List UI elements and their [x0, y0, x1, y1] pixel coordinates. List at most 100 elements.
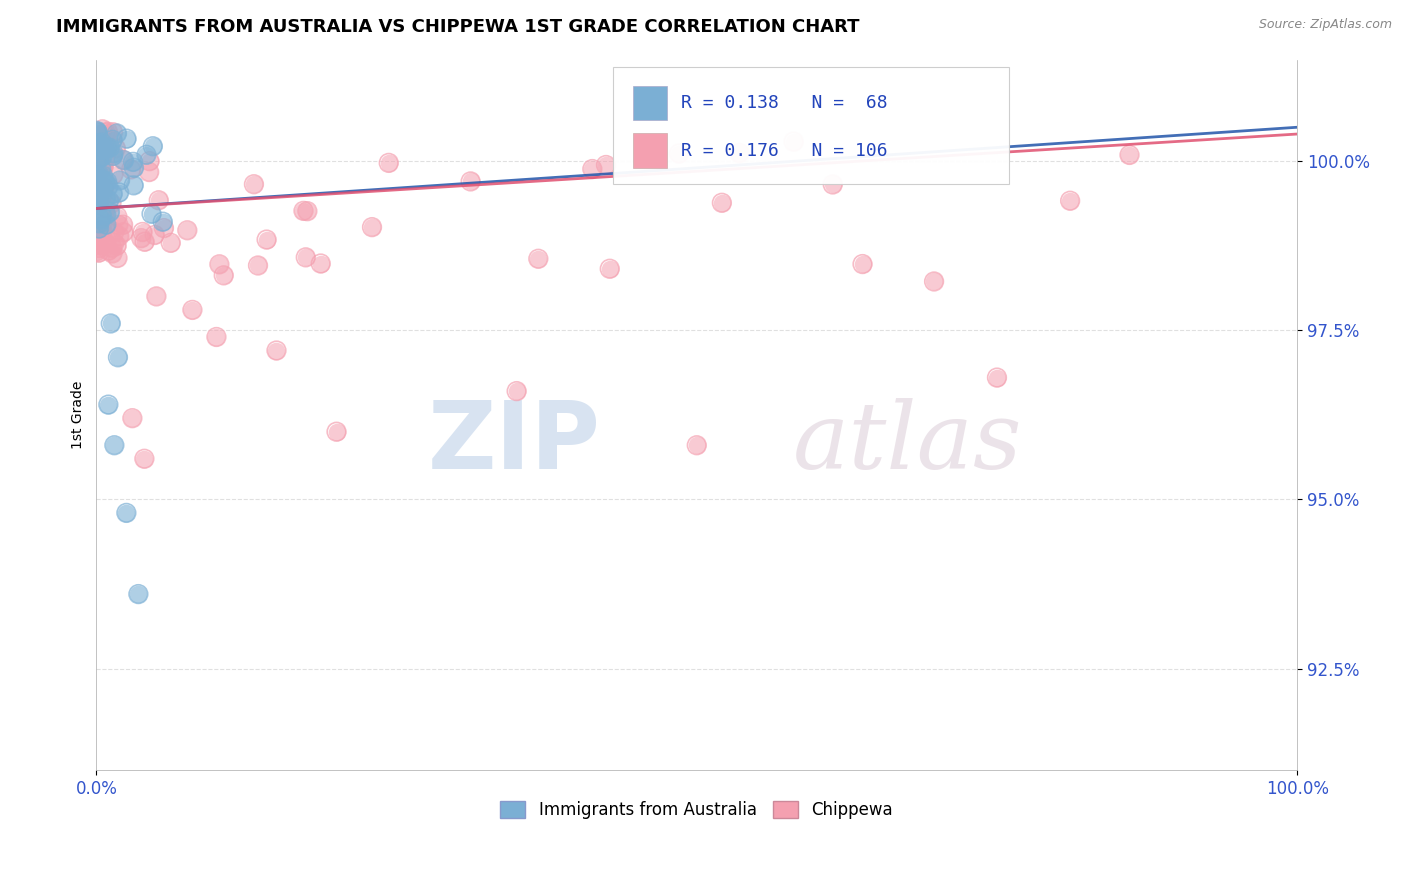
- Point: [86, 244, 108, 259]
- Point: [103, 236, 125, 251]
- Point: [97, 140, 120, 154]
- Point: [91, 209, 114, 223]
- Point: [94, 175, 117, 189]
- Point: [122, 154, 145, 169]
- Point: [143, 227, 166, 242]
- Point: [91, 189, 114, 203]
- Point: [181, 302, 204, 317]
- Point: [91, 209, 114, 223]
- Point: [93, 206, 115, 220]
- Point: [89, 225, 111, 239]
- Legend: Immigrants from Australia, Chippewa: Immigrants from Australia, Chippewa: [494, 794, 900, 826]
- Point: [86, 125, 108, 139]
- Point: [134, 451, 156, 466]
- Point: [710, 195, 733, 210]
- Point: [122, 178, 145, 193]
- Point: [112, 225, 135, 239]
- Point: [138, 154, 160, 169]
- Point: [256, 233, 278, 247]
- Point: [108, 229, 131, 244]
- Point: [100, 317, 122, 331]
- Point: [134, 451, 156, 466]
- Point: [91, 122, 114, 136]
- Point: [97, 125, 120, 139]
- Point: [87, 136, 110, 151]
- Point: [89, 151, 111, 165]
- Point: [152, 215, 174, 229]
- Point: [98, 141, 121, 155]
- Point: [120, 162, 142, 177]
- Point: [581, 162, 603, 177]
- Point: [111, 153, 134, 167]
- Point: [98, 205, 121, 219]
- Point: [728, 146, 751, 161]
- Text: R = 0.176   N = 106: R = 0.176 N = 106: [681, 142, 887, 160]
- Point: [131, 225, 153, 239]
- Text: ZIP: ZIP: [427, 397, 600, 489]
- Point: [1118, 148, 1140, 162]
- Point: [922, 275, 945, 289]
- Point: [122, 161, 145, 175]
- Point: [87, 189, 110, 203]
- Point: [97, 179, 120, 194]
- Point: [89, 224, 111, 238]
- Point: [101, 246, 124, 260]
- Point: [851, 257, 873, 271]
- Point: [595, 158, 617, 172]
- Point: [101, 246, 124, 260]
- Point: [101, 186, 124, 201]
- Point: [101, 125, 124, 139]
- Point: [101, 149, 124, 163]
- Point: [87, 245, 110, 260]
- Point: [103, 146, 125, 161]
- Point: [89, 238, 111, 252]
- Point: [91, 189, 114, 203]
- Point: [86, 132, 108, 146]
- Point: [153, 221, 176, 235]
- Point: [89, 241, 111, 255]
- Point: [141, 207, 163, 221]
- Point: [297, 204, 319, 219]
- Point: [103, 146, 125, 161]
- Bar: [633, 134, 666, 168]
- Point: [131, 225, 153, 239]
- Point: [505, 384, 527, 398]
- Point: [112, 225, 135, 239]
- Y-axis label: 1st Grade: 1st Grade: [72, 381, 86, 449]
- Point: [96, 208, 118, 222]
- Point: [108, 186, 131, 200]
- Point: [115, 506, 138, 520]
- Point: [90, 179, 112, 194]
- Point: [134, 235, 156, 249]
- Point: [145, 289, 167, 303]
- Point: [112, 153, 135, 168]
- Point: [86, 174, 108, 188]
- Point: [460, 174, 482, 188]
- Point: [107, 251, 129, 265]
- Point: [686, 438, 709, 452]
- Point: [309, 256, 332, 270]
- Point: [94, 191, 117, 205]
- Point: [686, 438, 709, 452]
- Point: [87, 194, 110, 209]
- Point: [710, 195, 733, 210]
- Point: [89, 151, 111, 165]
- Point: [112, 218, 135, 232]
- Point: [97, 398, 120, 412]
- Point: [361, 220, 384, 235]
- Point: [94, 141, 117, 155]
- Point: [89, 224, 111, 238]
- Point: [93, 180, 115, 194]
- Point: [96, 175, 118, 189]
- Point: [581, 162, 603, 177]
- Point: [122, 178, 145, 193]
- Point: [103, 225, 125, 239]
- Point: [94, 153, 117, 167]
- Point: [1059, 194, 1081, 208]
- Point: [90, 136, 112, 150]
- Point: [294, 250, 316, 264]
- Point: [527, 252, 550, 266]
- Point: [325, 425, 347, 439]
- Point: [127, 587, 149, 601]
- Text: atlas: atlas: [793, 398, 1022, 488]
